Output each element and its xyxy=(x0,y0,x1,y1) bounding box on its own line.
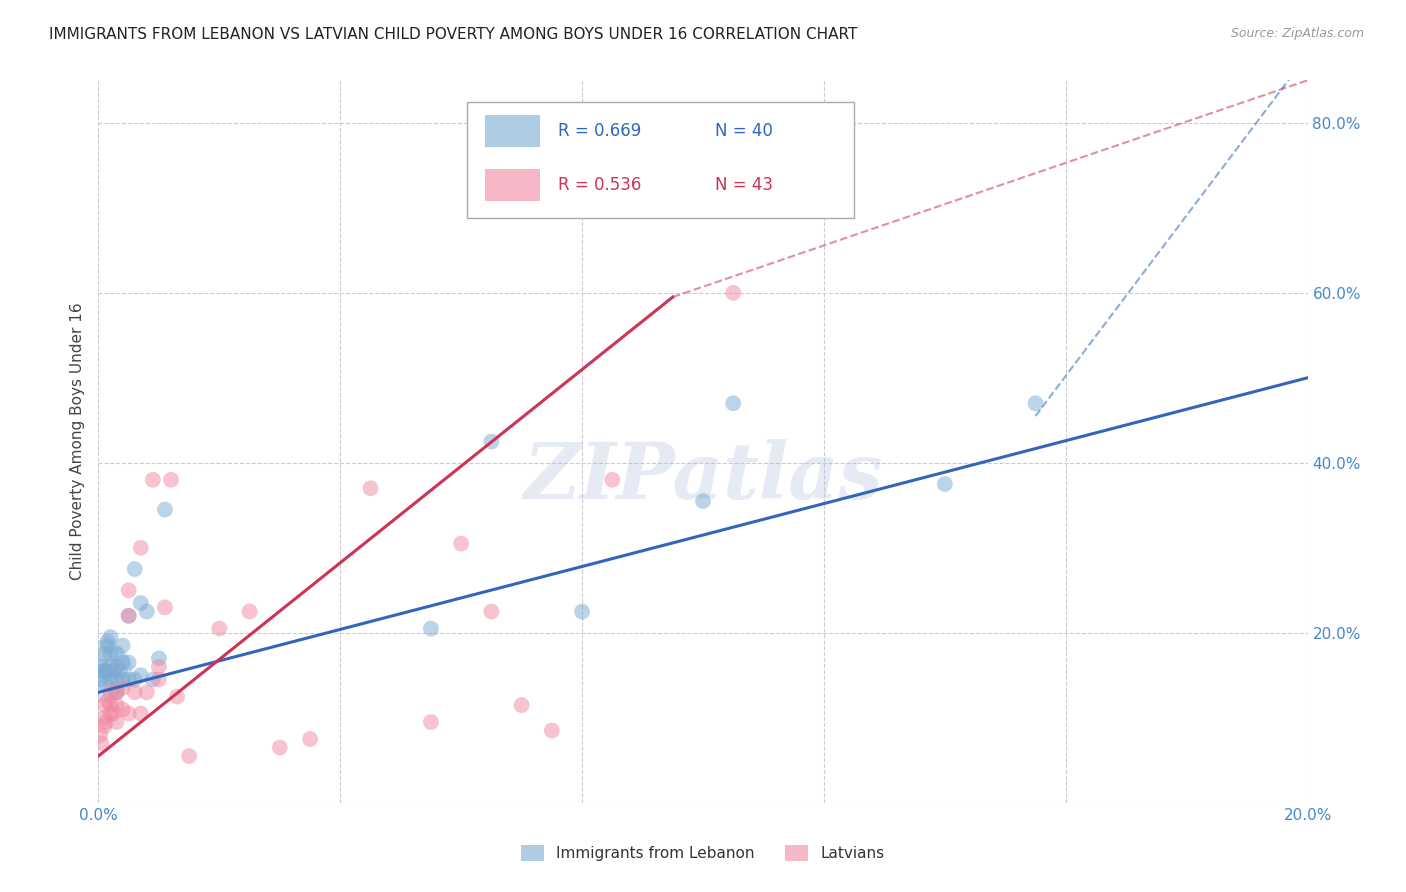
Point xyxy=(118,706,141,721)
Point xyxy=(420,714,443,729)
Point xyxy=(481,434,503,449)
Point xyxy=(91,664,114,678)
Point xyxy=(166,690,188,704)
Point xyxy=(100,706,122,721)
Point xyxy=(89,728,111,742)
Text: N = 40: N = 40 xyxy=(716,122,773,140)
Point xyxy=(93,719,115,733)
Point xyxy=(153,600,176,615)
Point xyxy=(124,673,146,687)
Point xyxy=(179,749,201,764)
Point xyxy=(148,651,170,665)
Point xyxy=(934,477,956,491)
Point xyxy=(450,536,472,550)
Point xyxy=(111,656,134,670)
Text: ZIPatlas: ZIPatlas xyxy=(523,440,883,516)
Text: IMMIGRANTS FROM LEBANON VS LATVIAN CHILD POVERTY AMONG BOYS UNDER 16 CORRELATION: IMMIGRANTS FROM LEBANON VS LATVIAN CHILD… xyxy=(49,27,858,42)
Point xyxy=(129,706,152,721)
Point xyxy=(420,622,443,636)
Point xyxy=(96,664,118,678)
Point xyxy=(129,596,152,610)
Point xyxy=(571,605,593,619)
Text: N = 43: N = 43 xyxy=(716,176,773,194)
Text: R = 0.669: R = 0.669 xyxy=(558,122,641,140)
Point xyxy=(239,605,262,619)
Point xyxy=(93,698,115,712)
Point xyxy=(299,732,322,747)
Point xyxy=(142,673,165,687)
Point xyxy=(111,681,134,695)
Point xyxy=(89,673,111,687)
Point xyxy=(100,698,122,712)
Point xyxy=(105,673,128,687)
Point xyxy=(723,285,745,300)
Point xyxy=(129,668,152,682)
Point xyxy=(118,673,141,687)
Point xyxy=(118,608,141,623)
Point xyxy=(94,714,117,729)
Point xyxy=(208,622,231,636)
Point xyxy=(105,714,128,729)
Point xyxy=(124,562,146,576)
Point xyxy=(752,192,775,206)
Point xyxy=(160,473,183,487)
Point xyxy=(124,685,146,699)
Point xyxy=(135,605,157,619)
Text: Source: ZipAtlas.com: Source: ZipAtlas.com xyxy=(1230,27,1364,40)
Point xyxy=(93,664,115,678)
Point xyxy=(100,647,122,661)
Point xyxy=(105,660,128,674)
Point xyxy=(96,694,118,708)
Point xyxy=(111,639,134,653)
Point xyxy=(510,698,533,712)
Point xyxy=(90,660,112,674)
Point xyxy=(540,723,562,738)
Point xyxy=(1024,396,1046,410)
Point xyxy=(90,736,112,750)
Point xyxy=(118,608,141,623)
Point xyxy=(692,494,714,508)
Point xyxy=(100,660,122,674)
Point xyxy=(118,583,141,598)
Point xyxy=(105,685,128,699)
Point xyxy=(602,473,624,487)
Point xyxy=(105,685,128,699)
Point xyxy=(269,740,291,755)
Bar xyxy=(485,169,540,201)
Point xyxy=(100,673,122,687)
Point xyxy=(90,664,112,678)
Point xyxy=(100,685,122,699)
Point xyxy=(96,634,118,648)
Point xyxy=(93,711,115,725)
Bar xyxy=(485,115,540,147)
Y-axis label: Child Poverty Among Boys Under 16: Child Poverty Among Boys Under 16 xyxy=(69,302,84,581)
Point xyxy=(94,677,117,691)
Point xyxy=(96,639,118,653)
Point xyxy=(142,473,165,487)
Point xyxy=(360,481,382,495)
Point xyxy=(129,541,152,555)
Point xyxy=(481,605,503,619)
Point xyxy=(100,630,122,644)
Point xyxy=(111,673,134,687)
Point xyxy=(103,664,125,678)
Point xyxy=(723,396,745,410)
Point xyxy=(153,502,176,516)
Point xyxy=(105,647,128,661)
Point xyxy=(118,656,141,670)
Point xyxy=(148,673,170,687)
Point xyxy=(103,706,125,721)
Legend: Immigrants from Lebanon, Latvians: Immigrants from Lebanon, Latvians xyxy=(515,839,891,867)
Point xyxy=(105,698,128,712)
FancyBboxPatch shape xyxy=(467,102,855,218)
Point xyxy=(111,702,134,716)
Point xyxy=(135,685,157,699)
Point xyxy=(148,660,170,674)
Text: R = 0.536: R = 0.536 xyxy=(558,176,641,194)
Point xyxy=(108,664,131,678)
Point xyxy=(93,647,115,661)
